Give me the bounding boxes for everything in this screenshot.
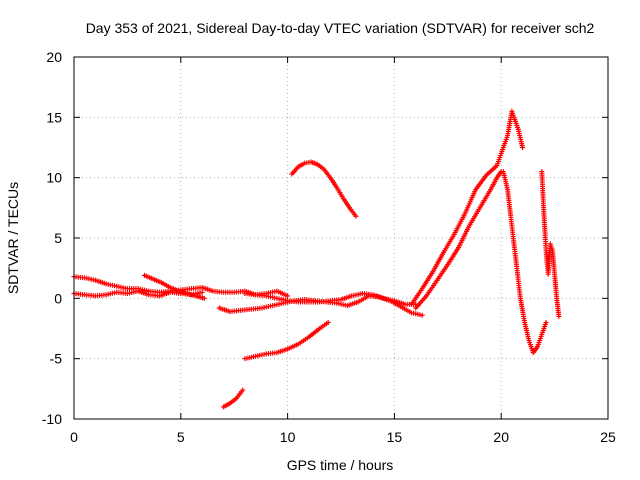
x-tick-label: 20 <box>493 429 509 445</box>
data-points <box>71 108 562 410</box>
series-arc-low-7-8h <box>221 387 246 410</box>
x-tick-label: 10 <box>280 429 296 445</box>
series-arc-peak-10-13h <box>289 159 359 219</box>
y-tick-label: 10 <box>46 170 62 186</box>
series-arc-morning-upper <box>71 274 291 299</box>
series-arc-rise-upper <box>408 108 526 307</box>
series-arc-drop-20-22h <box>500 169 549 356</box>
data-point <box>353 213 359 219</box>
x-tick-labels: 0 5 10 15 20 25 <box>70 429 616 445</box>
x-tick-label: 5 <box>177 429 185 445</box>
y-tick-label: 5 <box>54 230 62 246</box>
y-tick-label: -5 <box>50 351 63 367</box>
series-arc-mid-lower <box>216 293 425 318</box>
data-point <box>199 289 205 295</box>
data-point <box>201 295 207 301</box>
data-point <box>543 319 549 325</box>
data-point <box>556 313 562 319</box>
x-tick-label: 15 <box>387 429 403 445</box>
grid-lines <box>74 57 608 419</box>
x-tick-label: 25 <box>600 429 616 445</box>
y-tick-label: -10 <box>42 411 62 427</box>
series-arc-spike-22h <box>539 169 562 319</box>
data-point <box>520 145 526 150</box>
data-point <box>240 387 246 393</box>
series-arc-rise-lower <box>413 169 504 311</box>
chart-title: Day 353 of 2021, Sidereal Day-to-day VTE… <box>86 20 595 36</box>
y-tick-label: 20 <box>46 49 62 65</box>
y-tick-label: 15 <box>46 109 62 125</box>
y-axis-label: SDTVAR / TECUs <box>5 182 21 294</box>
series-arc-negative-8-12h <box>242 319 331 362</box>
x-axis-label: GPS time / hours <box>287 457 394 473</box>
y-tick-labels: -10 -5 0 5 10 15 20 <box>42 49 62 427</box>
data-point <box>419 312 425 318</box>
y-tick-label: 0 <box>54 290 62 306</box>
x-tick-label: 0 <box>70 429 78 445</box>
data-point <box>285 293 291 299</box>
series-arc-hump-3-5h <box>141 272 207 301</box>
tick-marks <box>73 56 609 420</box>
data-point <box>325 319 331 325</box>
